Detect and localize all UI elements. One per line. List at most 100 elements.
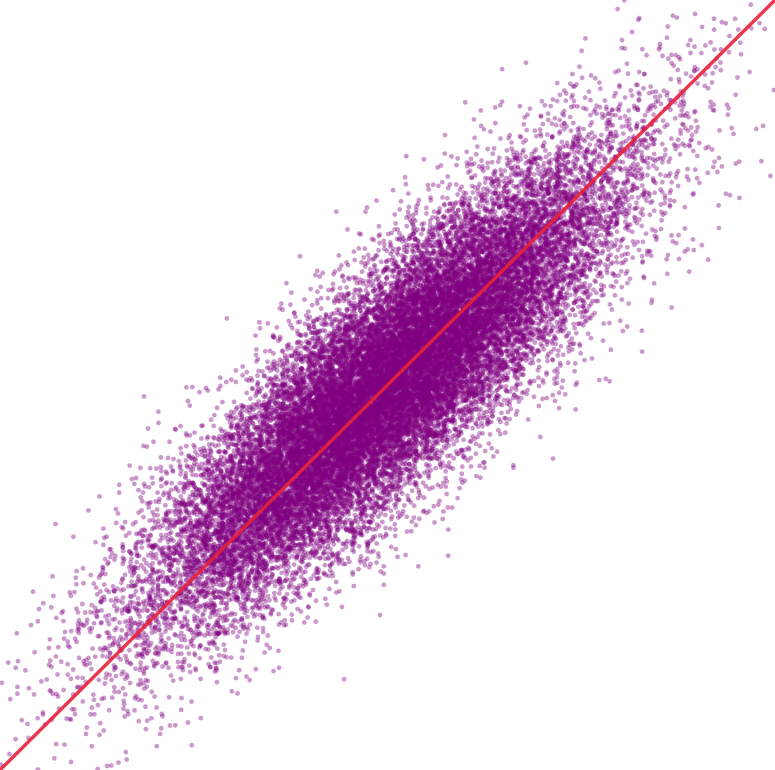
scatter-point bbox=[377, 440, 382, 445]
scatter-point bbox=[356, 462, 361, 468]
scatter-point bbox=[624, 244, 630, 250]
scatter-point bbox=[369, 403, 374, 409]
scatter-point bbox=[425, 292, 431, 298]
scatter-point bbox=[286, 318, 292, 324]
scatter-point bbox=[383, 512, 388, 518]
scatter-point bbox=[274, 325, 280, 330]
scatter-point bbox=[456, 384, 461, 389]
scatter-point bbox=[207, 614, 213, 620]
scatter-point bbox=[115, 511, 121, 516]
scatter-point bbox=[385, 231, 391, 237]
scatter-point bbox=[401, 337, 407, 343]
scatter-point bbox=[338, 349, 344, 354]
scatter-point bbox=[305, 415, 311, 421]
scatter-point bbox=[435, 381, 441, 387]
scatter-point bbox=[699, 242, 705, 248]
scatter-point bbox=[444, 195, 450, 201]
scatter-point bbox=[413, 309, 419, 315]
scatter-point bbox=[710, 70, 716, 76]
scatter-point bbox=[341, 676, 347, 682]
scatter-point bbox=[333, 590, 339, 595]
scatter-point bbox=[553, 122, 559, 128]
scatter-point bbox=[254, 625, 260, 631]
scatter-point bbox=[178, 707, 184, 713]
scatter-point bbox=[481, 369, 486, 374]
scatter-point bbox=[351, 295, 356, 301]
scatter-point bbox=[393, 366, 398, 371]
scatter-point bbox=[248, 510, 254, 516]
scatter-point bbox=[264, 642, 270, 648]
scatter-point bbox=[319, 386, 324, 392]
scatter-point bbox=[444, 491, 449, 497]
scatter-point bbox=[267, 523, 272, 529]
scatter-point bbox=[110, 584, 116, 589]
scatter-point bbox=[507, 416, 512, 422]
scatter-point bbox=[250, 567, 256, 573]
scatter-point bbox=[132, 708, 137, 713]
scatter-point bbox=[415, 330, 420, 335]
scatter-point bbox=[374, 403, 380, 408]
scatter-point bbox=[643, 231, 649, 237]
scatter-point bbox=[651, 112, 656, 118]
scatter-point bbox=[418, 428, 424, 433]
scatter-point bbox=[166, 694, 172, 700]
scatter-point bbox=[393, 323, 398, 328]
scatter-point bbox=[141, 514, 146, 520]
scatter-point bbox=[376, 223, 382, 229]
scatter-point bbox=[477, 231, 483, 237]
scatter-point bbox=[554, 98, 560, 104]
scatter-point bbox=[453, 259, 459, 265]
scatter-point bbox=[357, 381, 362, 387]
scatter-point bbox=[198, 715, 204, 721]
scatter-point bbox=[332, 345, 338, 351]
scatter-point bbox=[626, 108, 631, 113]
scatter-point bbox=[168, 673, 174, 678]
scatter-point bbox=[696, 140, 702, 146]
scatter-point bbox=[323, 596, 328, 602]
scatter-point bbox=[89, 666, 94, 672]
scatter-point bbox=[411, 362, 417, 368]
scatter-point bbox=[247, 622, 253, 627]
scatter-point bbox=[233, 368, 239, 373]
scatter-point bbox=[380, 310, 386, 316]
scatter-point bbox=[266, 463, 272, 468]
scatter-point bbox=[470, 325, 476, 331]
scatter-point bbox=[392, 533, 398, 539]
scatter-point bbox=[359, 370, 365, 375]
scatter-point bbox=[725, 112, 731, 118]
scatter-point bbox=[139, 545, 145, 550]
scatter-point bbox=[205, 495, 211, 501]
scatter-point bbox=[607, 320, 612, 326]
scatter-point bbox=[364, 205, 370, 210]
scatter-point bbox=[316, 428, 322, 434]
scatter-point bbox=[210, 544, 216, 550]
scatter-point bbox=[290, 435, 296, 441]
scatter-point bbox=[599, 132, 604, 138]
scatter-point bbox=[35, 715, 40, 721]
scatter-point bbox=[620, 131, 626, 137]
scatter-point bbox=[475, 359, 480, 364]
scatter-point bbox=[355, 338, 360, 343]
scatter-point bbox=[91, 692, 96, 698]
scatter-point bbox=[540, 121, 546, 127]
scatter-point bbox=[270, 484, 275, 489]
scatter-point bbox=[540, 396, 545, 402]
scatter-point bbox=[426, 187, 432, 192]
scatter-point bbox=[368, 429, 373, 434]
scatter-point bbox=[255, 496, 261, 502]
scatter-point bbox=[381, 458, 386, 464]
scatter-point bbox=[536, 403, 542, 409]
scatter-point bbox=[104, 763, 110, 769]
scatter-point bbox=[435, 373, 441, 379]
scatter-point bbox=[646, 165, 651, 171]
scatter-point bbox=[411, 262, 417, 268]
scatter-point bbox=[487, 305, 493, 310]
scatter-point bbox=[445, 553, 451, 559]
scatter-point bbox=[393, 527, 398, 532]
scatter-point bbox=[455, 380, 461, 386]
scatter-point bbox=[185, 720, 191, 725]
scatter-point bbox=[490, 200, 496, 206]
scatter-point bbox=[568, 128, 574, 134]
scatter-point bbox=[716, 203, 721, 208]
